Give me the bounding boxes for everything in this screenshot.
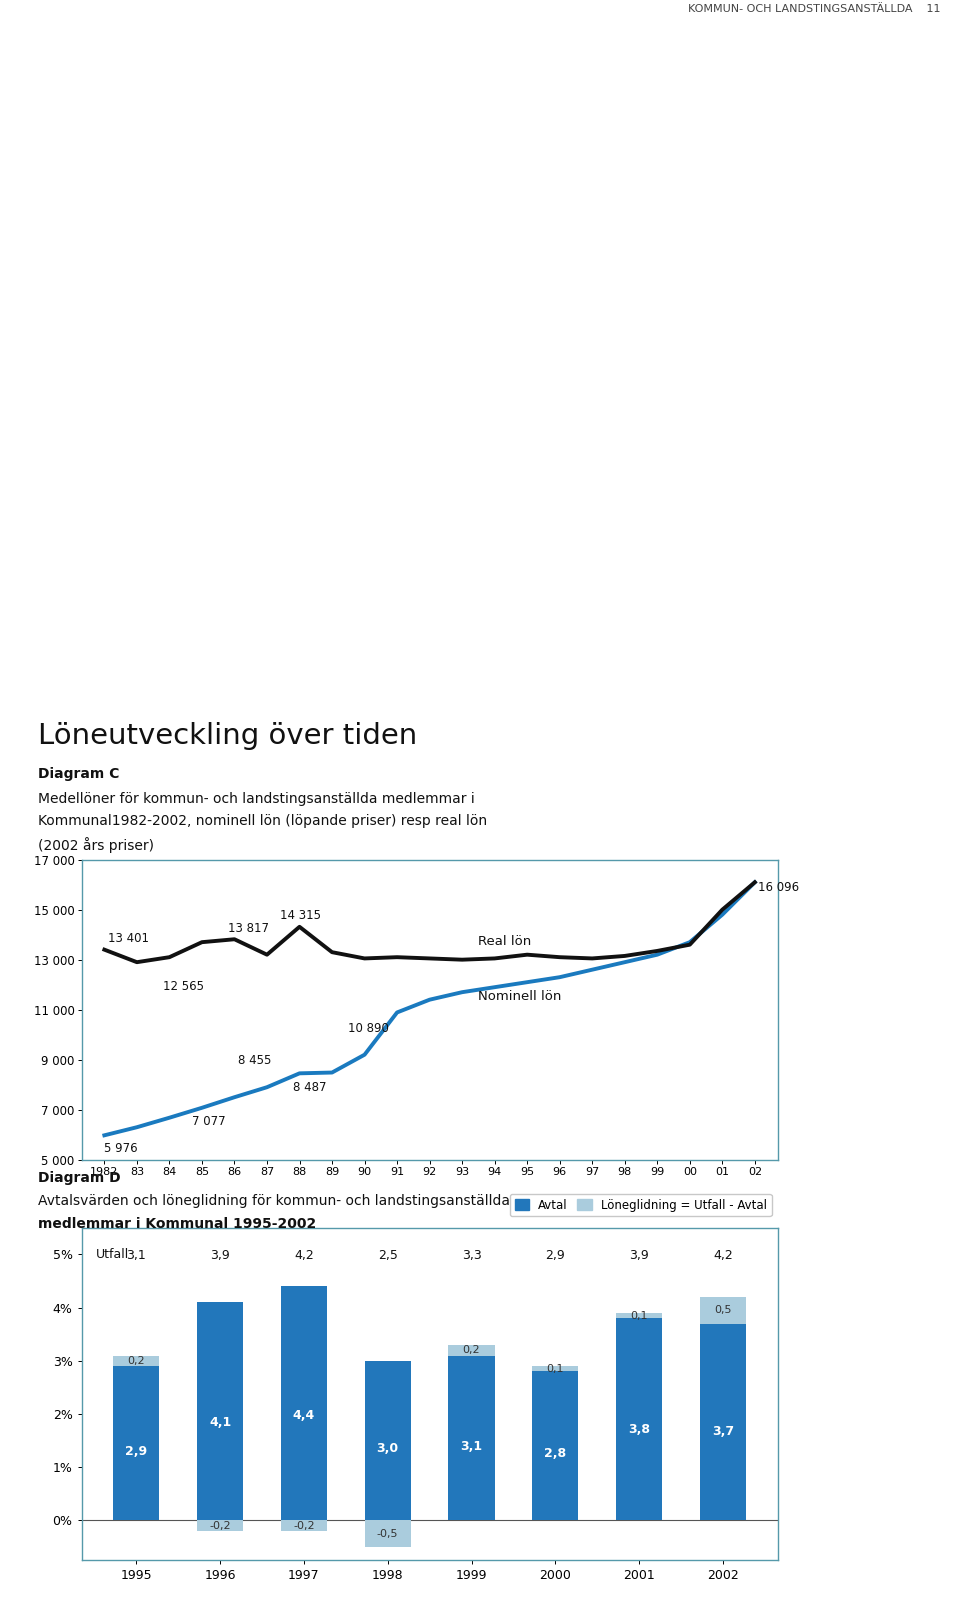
Text: 2,9: 2,9 [125,1445,147,1458]
Text: Nominell lön: Nominell lön [478,989,562,1002]
Text: 3,3: 3,3 [462,1249,481,1262]
Text: KOMMUN- OCH LANDSTINGSANSTÄLLDA    11: KOMMUN- OCH LANDSTINGSANSTÄLLDA 11 [688,3,941,15]
Text: 3,1: 3,1 [127,1249,146,1262]
Text: 14 315: 14 315 [280,910,321,923]
Text: 8 455: 8 455 [238,1054,271,1067]
Bar [532,1366,578,1372]
Text: 5 976: 5 976 [105,1142,138,1155]
Bar [616,1312,662,1319]
Text: 0,1: 0,1 [546,1364,564,1374]
Text: -0,5: -0,5 [377,1530,398,1539]
Text: 4,1: 4,1 [209,1416,231,1429]
Bar [700,1298,746,1324]
Text: 3,8: 3,8 [628,1422,650,1435]
Text: 3,7: 3,7 [712,1426,734,1439]
Text: Avtalsvärden och löneglidning för kommun- och landstingsanställda: Avtalsvärden och löneglidning för kommun… [38,1194,511,1208]
Text: 3,9: 3,9 [629,1249,649,1262]
Text: 4,2: 4,2 [713,1249,732,1262]
Text: 3,1: 3,1 [461,1440,483,1453]
Text: Kommunal1982-2002, nominell lön (löpande priser) resp real lön: Kommunal1982-2002, nominell lön (löpande… [38,814,488,829]
Legend: Avtal, Löneglidning = Utfall - Avtal: Avtal, Löneglidning = Utfall - Avtal [510,1194,772,1216]
Text: 10 890: 10 890 [348,1022,389,1035]
Bar [197,1520,243,1531]
Text: Löneutveckling över tiden: Löneutveckling över tiden [38,722,418,749]
Text: Utfall: Utfall [96,1247,130,1260]
Text: 13 817: 13 817 [228,921,269,934]
Bar [616,1319,662,1520]
Bar [197,1302,243,1520]
Bar [365,1520,411,1547]
Text: 0,2: 0,2 [463,1345,480,1356]
Text: Diagram C: Diagram C [38,767,120,782]
Bar [448,1356,494,1520]
Text: 0,2: 0,2 [128,1356,145,1366]
Bar [365,1361,411,1520]
Text: 2,9: 2,9 [545,1249,565,1262]
Text: -0,2: -0,2 [293,1521,315,1531]
Text: 0,1: 0,1 [631,1311,648,1320]
Text: 3,0: 3,0 [376,1442,398,1455]
Text: (2002 års priser): (2002 års priser) [38,837,155,853]
Text: 4,2: 4,2 [294,1249,314,1262]
Bar [113,1366,159,1520]
Text: 12 565: 12 565 [163,980,204,993]
Bar [532,1372,578,1520]
Text: 7 077: 7 077 [192,1114,226,1127]
Text: Diagram D: Diagram D [38,1171,121,1186]
Text: medlemmar i Kommunal 1995-2002: medlemmar i Kommunal 1995-2002 [38,1216,317,1231]
Bar [113,1356,159,1366]
Text: 8 487: 8 487 [293,1080,326,1093]
Text: 0,5: 0,5 [714,1306,732,1315]
Bar [281,1520,327,1531]
Bar [448,1345,494,1356]
Text: -0,2: -0,2 [209,1521,231,1531]
Text: 4,4: 4,4 [293,1408,315,1421]
Text: Medellöner för kommun- och landstingsanställda medlemmar i: Medellöner för kommun- och landstingsans… [38,792,475,806]
Text: 2,5: 2,5 [378,1249,397,1262]
Text: Real lön: Real lön [478,934,532,947]
Bar [700,1324,746,1520]
Bar [281,1286,327,1520]
Text: 13 401: 13 401 [108,931,149,944]
Text: 3,9: 3,9 [210,1249,230,1262]
Text: 16 096: 16 096 [758,881,800,894]
Text: 2,8: 2,8 [544,1447,566,1460]
